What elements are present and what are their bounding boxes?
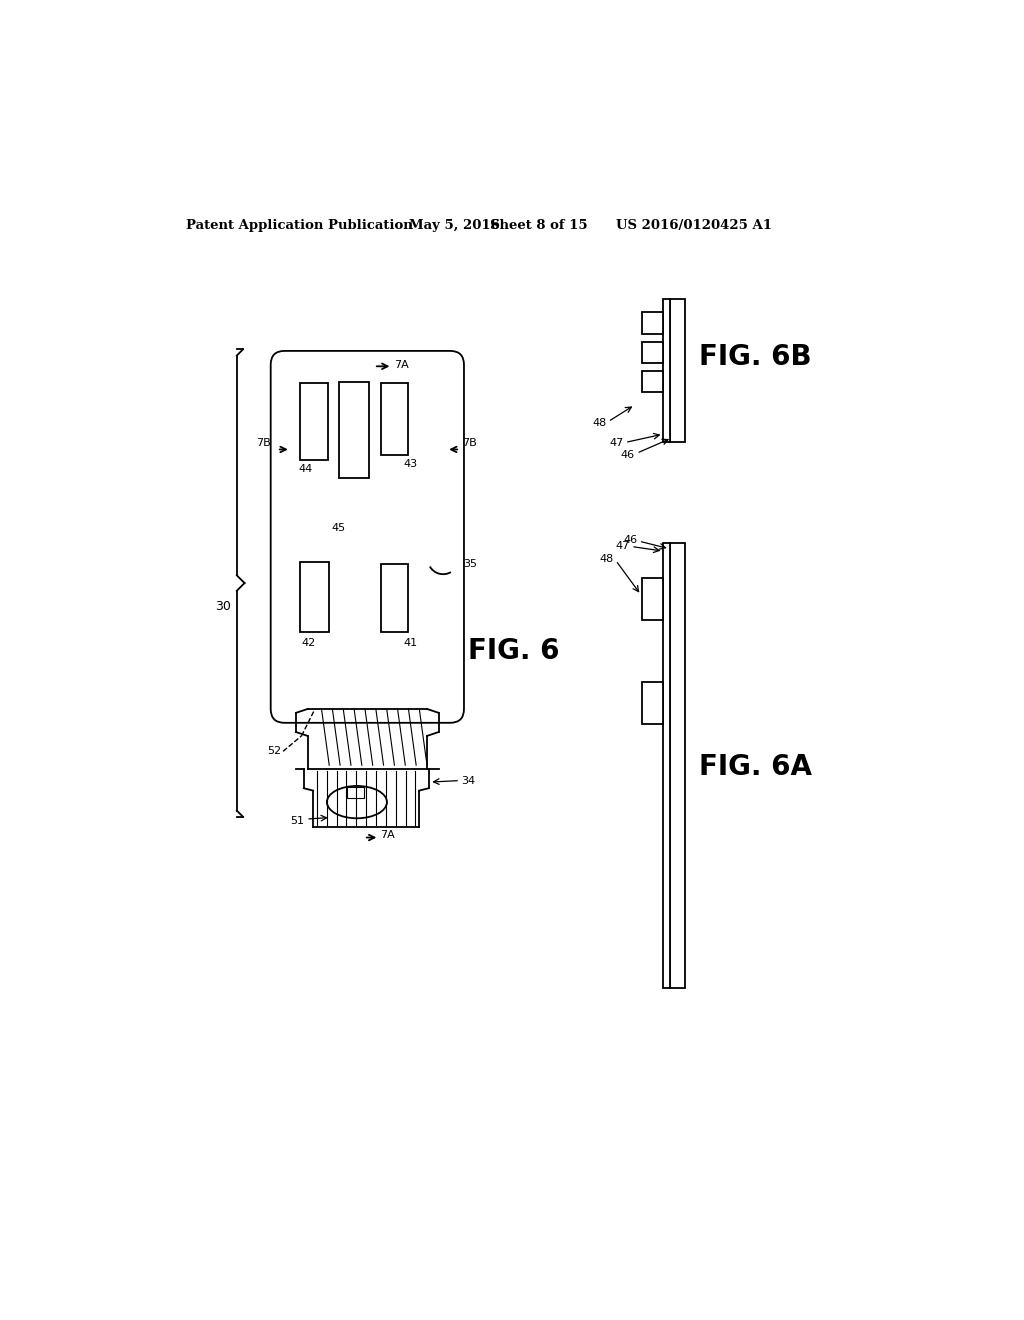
Text: FIG. 6B: FIG. 6B bbox=[698, 343, 811, 371]
Text: 7B: 7B bbox=[256, 438, 270, 449]
Text: 35: 35 bbox=[463, 560, 477, 569]
Bar bbox=[642, 313, 664, 334]
Bar bbox=[664, 298, 670, 442]
FancyBboxPatch shape bbox=[270, 351, 464, 723]
Text: 43: 43 bbox=[403, 459, 418, 469]
Bar bbox=[642, 578, 664, 620]
Bar bbox=[347, 788, 364, 799]
Text: 7B: 7B bbox=[462, 438, 476, 449]
Text: Sheet 8 of 15: Sheet 8 of 15 bbox=[490, 219, 588, 232]
Text: 46: 46 bbox=[621, 450, 635, 459]
Text: FIG. 6: FIG. 6 bbox=[468, 638, 559, 665]
Text: 7A: 7A bbox=[380, 830, 395, 841]
Text: 44: 44 bbox=[298, 465, 312, 474]
Text: 48: 48 bbox=[600, 554, 614, 564]
Text: 47: 47 bbox=[615, 541, 630, 550]
Text: 42: 42 bbox=[301, 639, 315, 648]
Text: US 2016/0120425 A1: US 2016/0120425 A1 bbox=[615, 219, 772, 232]
Bar bbox=[381, 383, 408, 455]
Text: 45: 45 bbox=[332, 523, 345, 533]
Bar bbox=[300, 562, 330, 632]
Text: FIG. 6A: FIG. 6A bbox=[698, 752, 812, 780]
Text: 7A: 7A bbox=[394, 360, 409, 370]
Bar bbox=[642, 682, 664, 725]
Text: Patent Application Publication: Patent Application Publication bbox=[186, 219, 413, 232]
Bar bbox=[642, 342, 664, 363]
Text: 47: 47 bbox=[609, 438, 624, 449]
Text: May 5, 2016: May 5, 2016 bbox=[410, 219, 500, 232]
Bar bbox=[642, 371, 664, 392]
Bar bbox=[670, 544, 685, 989]
Text: 52: 52 bbox=[267, 746, 282, 756]
Text: 41: 41 bbox=[403, 639, 418, 648]
Bar bbox=[300, 383, 329, 461]
Bar bbox=[670, 298, 685, 442]
Bar bbox=[339, 381, 370, 478]
Text: 30: 30 bbox=[215, 599, 230, 612]
Text: 46: 46 bbox=[623, 535, 637, 545]
Bar bbox=[664, 544, 670, 989]
Bar bbox=[381, 564, 408, 632]
Text: 51: 51 bbox=[291, 816, 304, 825]
Text: 48: 48 bbox=[592, 418, 606, 428]
Text: 34: 34 bbox=[462, 776, 476, 785]
